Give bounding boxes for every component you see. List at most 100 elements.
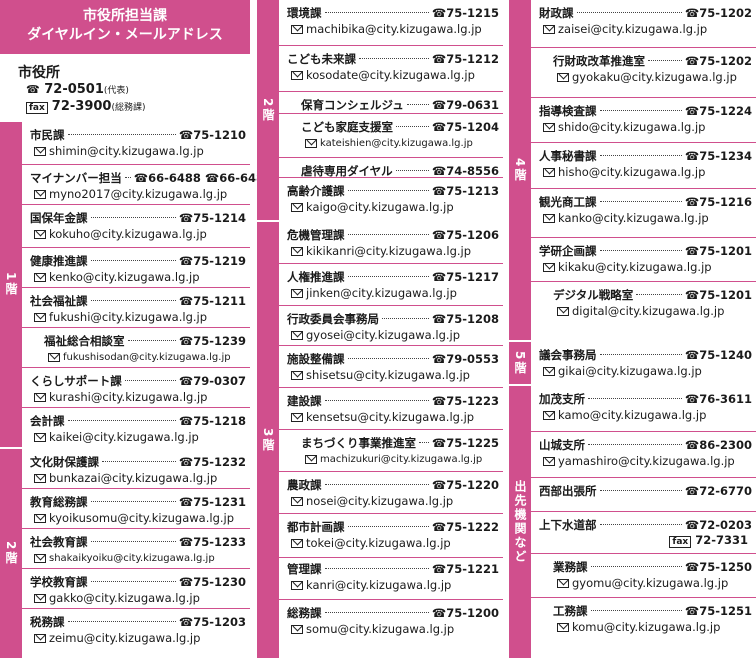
leader-dots bbox=[90, 260, 176, 261]
envelope-icon bbox=[34, 513, 46, 523]
department-email[interactable]: zaisei@city.kizugawa.lg.jp bbox=[539, 21, 752, 37]
department-name: 行政委員会事務局 bbox=[287, 311, 379, 326]
department-entry: 管理課 ☎75-1221 kanri@city.kizugawa.lg.jp bbox=[279, 556, 503, 600]
leader-dots bbox=[382, 318, 429, 319]
department-email[interactable]: kaikei@city.kizugawa.lg.jp bbox=[30, 429, 246, 445]
leader-dots bbox=[419, 442, 429, 443]
department-phone: ☎75-1231 bbox=[178, 494, 246, 509]
department-phone: ☎75-1221 bbox=[431, 561, 499, 576]
department-entry: 総務課 ☎75-1200 somu@city.kizugawa.lg.jp bbox=[279, 600, 503, 658]
leader-dots bbox=[127, 340, 176, 341]
header-subtitle: ダイヤルイン・メールアドレス bbox=[27, 27, 223, 43]
department-phone: ☎75-1224 bbox=[684, 103, 752, 118]
department-entry: 環境課 ☎75-1215 machibika@city.kizugawa.lg.jp bbox=[279, 0, 503, 46]
column-1: 市役所担当課 ダイヤルイン・メールアドレス 市役所 ☎ 72-0501(代表) … bbox=[0, 0, 272, 658]
department-email[interactable]: shakaikyoiku@city.kizugawa.lg.jp bbox=[30, 550, 246, 566]
department-email[interactable]: gyomu@city.kizugawa.lg.jp bbox=[553, 575, 752, 591]
department-name: 文化財保護課 bbox=[30, 454, 99, 469]
leader-dots bbox=[347, 234, 429, 235]
department-email[interactable]: kosodate@city.kizugawa.lg.jp bbox=[287, 67, 499, 83]
department-email[interactable]: kaigo@city.kizugawa.lg.jp bbox=[287, 199, 499, 215]
envelope-icon bbox=[557, 306, 569, 316]
envelope-icon bbox=[34, 473, 46, 483]
envelope-icon bbox=[557, 578, 569, 588]
department-email[interactable]: shisetsu@city.kizugawa.lg.jp bbox=[287, 367, 499, 383]
leader-dots bbox=[576, 12, 682, 13]
department-email[interactable]: gakko@city.kizugawa.lg.jp bbox=[30, 590, 246, 606]
department-entry: 行政委員会事務局 ☎75-1208 gyosei@city.kizugawa.lg.… bbox=[279, 306, 503, 346]
department-email[interactable]: kenko@city.kizugawa.lg.jp bbox=[30, 269, 246, 285]
department-name: 上下水道部 bbox=[539, 517, 597, 532]
department-phone: ☎75-1213 bbox=[431, 183, 499, 198]
department-phone: ☎75-1210 bbox=[178, 127, 246, 142]
leader-dots bbox=[599, 250, 682, 251]
department-email[interactable]: kikikanri@city.kizugawa.lg.jp bbox=[287, 243, 499, 259]
leader-dots bbox=[599, 354, 682, 355]
department-email[interactable]: komu@city.kizugawa.lg.jp bbox=[553, 619, 752, 635]
envelope-icon bbox=[291, 580, 303, 590]
department-email[interactable]: kensetsu@city.kizugawa.lg.jp bbox=[287, 409, 499, 425]
department-email[interactable]: kokuho@city.kizugawa.lg.jp bbox=[30, 226, 246, 242]
department-email[interactable]: gyokaku@city.kizugawa.lg.jp bbox=[553, 69, 752, 85]
leader-dots bbox=[599, 155, 682, 156]
department-email[interactable]: somu@city.kizugawa.lg.jp bbox=[287, 621, 499, 637]
department-entry: 施設整備課 ☎79-0553 shisetsu@city.kizugawa.lg.j… bbox=[279, 346, 503, 388]
department-phone: ☎75-1216 bbox=[684, 194, 752, 209]
department-name: まちづくり事業推進室 bbox=[301, 435, 416, 450]
leader-dots bbox=[636, 294, 682, 295]
department-email[interactable]: yamashiro@city.kizugawa.lg.jp bbox=[539, 453, 752, 469]
department-email[interactable]: gikai@city.kizugawa.lg.jp bbox=[539, 363, 752, 379]
department-email[interactable]: zeimu@city.kizugawa.lg.jp bbox=[30, 630, 246, 646]
department-phone: ☎75-1201 bbox=[684, 243, 752, 258]
department-email[interactable]: fukushisodan@city.kizugawa.lg.jp bbox=[44, 349, 246, 365]
department-phone: ☎75-1202 bbox=[684, 53, 752, 68]
department-email[interactable]: kanko@city.kizugawa.lg.jp bbox=[539, 210, 752, 226]
department-phone: ☎75-1222 bbox=[431, 519, 499, 534]
department-email[interactable]: kamo@city.kizugawa.lg.jp bbox=[539, 407, 752, 423]
department-email[interactable]: machizukuri@city.kizugawa.lg.jp bbox=[301, 451, 499, 467]
department-entry: 国保年金課 ☎75-1214 kokuho@city.kizugawa.lg.jp bbox=[22, 205, 250, 248]
envelope-icon bbox=[34, 392, 46, 402]
envelope-icon bbox=[291, 412, 303, 422]
department-email[interactable]: shimin@city.kizugawa.lg.jp bbox=[30, 143, 246, 159]
department-email[interactable]: fukushi@city.kizugawa.lg.jp bbox=[30, 309, 246, 325]
department-email[interactable]: digital@city.kizugawa.lg.jp bbox=[553, 303, 752, 319]
department-email[interactable]: myno2017@city.kizugawa.lg.jp bbox=[30, 186, 246, 202]
department-email[interactable]: nosei@city.kizugawa.lg.jp bbox=[287, 493, 499, 509]
department-email[interactable]: jinken@city.kizugawa.lg.jp bbox=[287, 285, 499, 301]
department-email[interactable]: kikaku@city.kizugawa.lg.jp bbox=[539, 259, 752, 275]
envelope-icon bbox=[305, 454, 317, 464]
envelope-icon bbox=[543, 410, 555, 420]
header-title: 市役所担当課 bbox=[83, 8, 167, 24]
leader-dots bbox=[347, 276, 429, 277]
department-name: 環境課 bbox=[287, 5, 322, 20]
department-email[interactable]: gyosei@city.kizugawa.lg.jp bbox=[287, 327, 499, 343]
department-phone: ☎75-1212 bbox=[431, 51, 499, 66]
department-email[interactable]: shido@city.kizugawa.lg.jp bbox=[539, 119, 752, 135]
envelope-icon bbox=[291, 330, 303, 340]
main-tel: 72-0501 bbox=[44, 82, 104, 97]
department-name: 学研企画課 bbox=[539, 243, 597, 258]
leader-dots bbox=[590, 566, 682, 567]
department-entry: 学研企画課 ☎75-1201 kikaku@city.kizugawa.lg.jp bbox=[531, 238, 756, 282]
leader-dots bbox=[102, 461, 176, 462]
department-name: 税務課 bbox=[30, 614, 65, 629]
department-email[interactable]: hisho@city.kizugawa.lg.jp bbox=[539, 164, 752, 180]
leader-dots bbox=[90, 217, 176, 218]
department-email[interactable]: machibika@city.kizugawa.lg.jp bbox=[287, 21, 499, 37]
department-name: 総務課 bbox=[287, 605, 322, 620]
department-phone: ☎75-1218 bbox=[178, 413, 246, 428]
department-email[interactable]: kurashi@city.kizugawa.lg.jp bbox=[30, 389, 246, 405]
department-phone: ☎66-6488 ☎66-6489 bbox=[133, 170, 273, 185]
department-email[interactable]: kanri@city.kizugawa.lg.jp bbox=[287, 577, 499, 593]
department-phone: ☎72-0203 bbox=[684, 517, 752, 532]
department-email[interactable]: tokei@city.kizugawa.lg.jp bbox=[287, 535, 499, 551]
department-email[interactable]: kyoikusomu@city.kizugawa.lg.jp bbox=[30, 510, 246, 526]
department-name: 人権推進課 bbox=[287, 269, 345, 284]
department-name: デジタル戦略室 bbox=[553, 287, 634, 302]
department-email[interactable]: kateishien@city.kizugawa.lg.jp bbox=[301, 135, 499, 151]
department-name: こども未来課 bbox=[287, 51, 356, 66]
department-email[interactable]: bunkazai@city.kizugawa.lg.jp bbox=[30, 470, 246, 486]
department-name: 観光商工課 bbox=[539, 194, 597, 209]
envelope-icon bbox=[543, 122, 555, 132]
